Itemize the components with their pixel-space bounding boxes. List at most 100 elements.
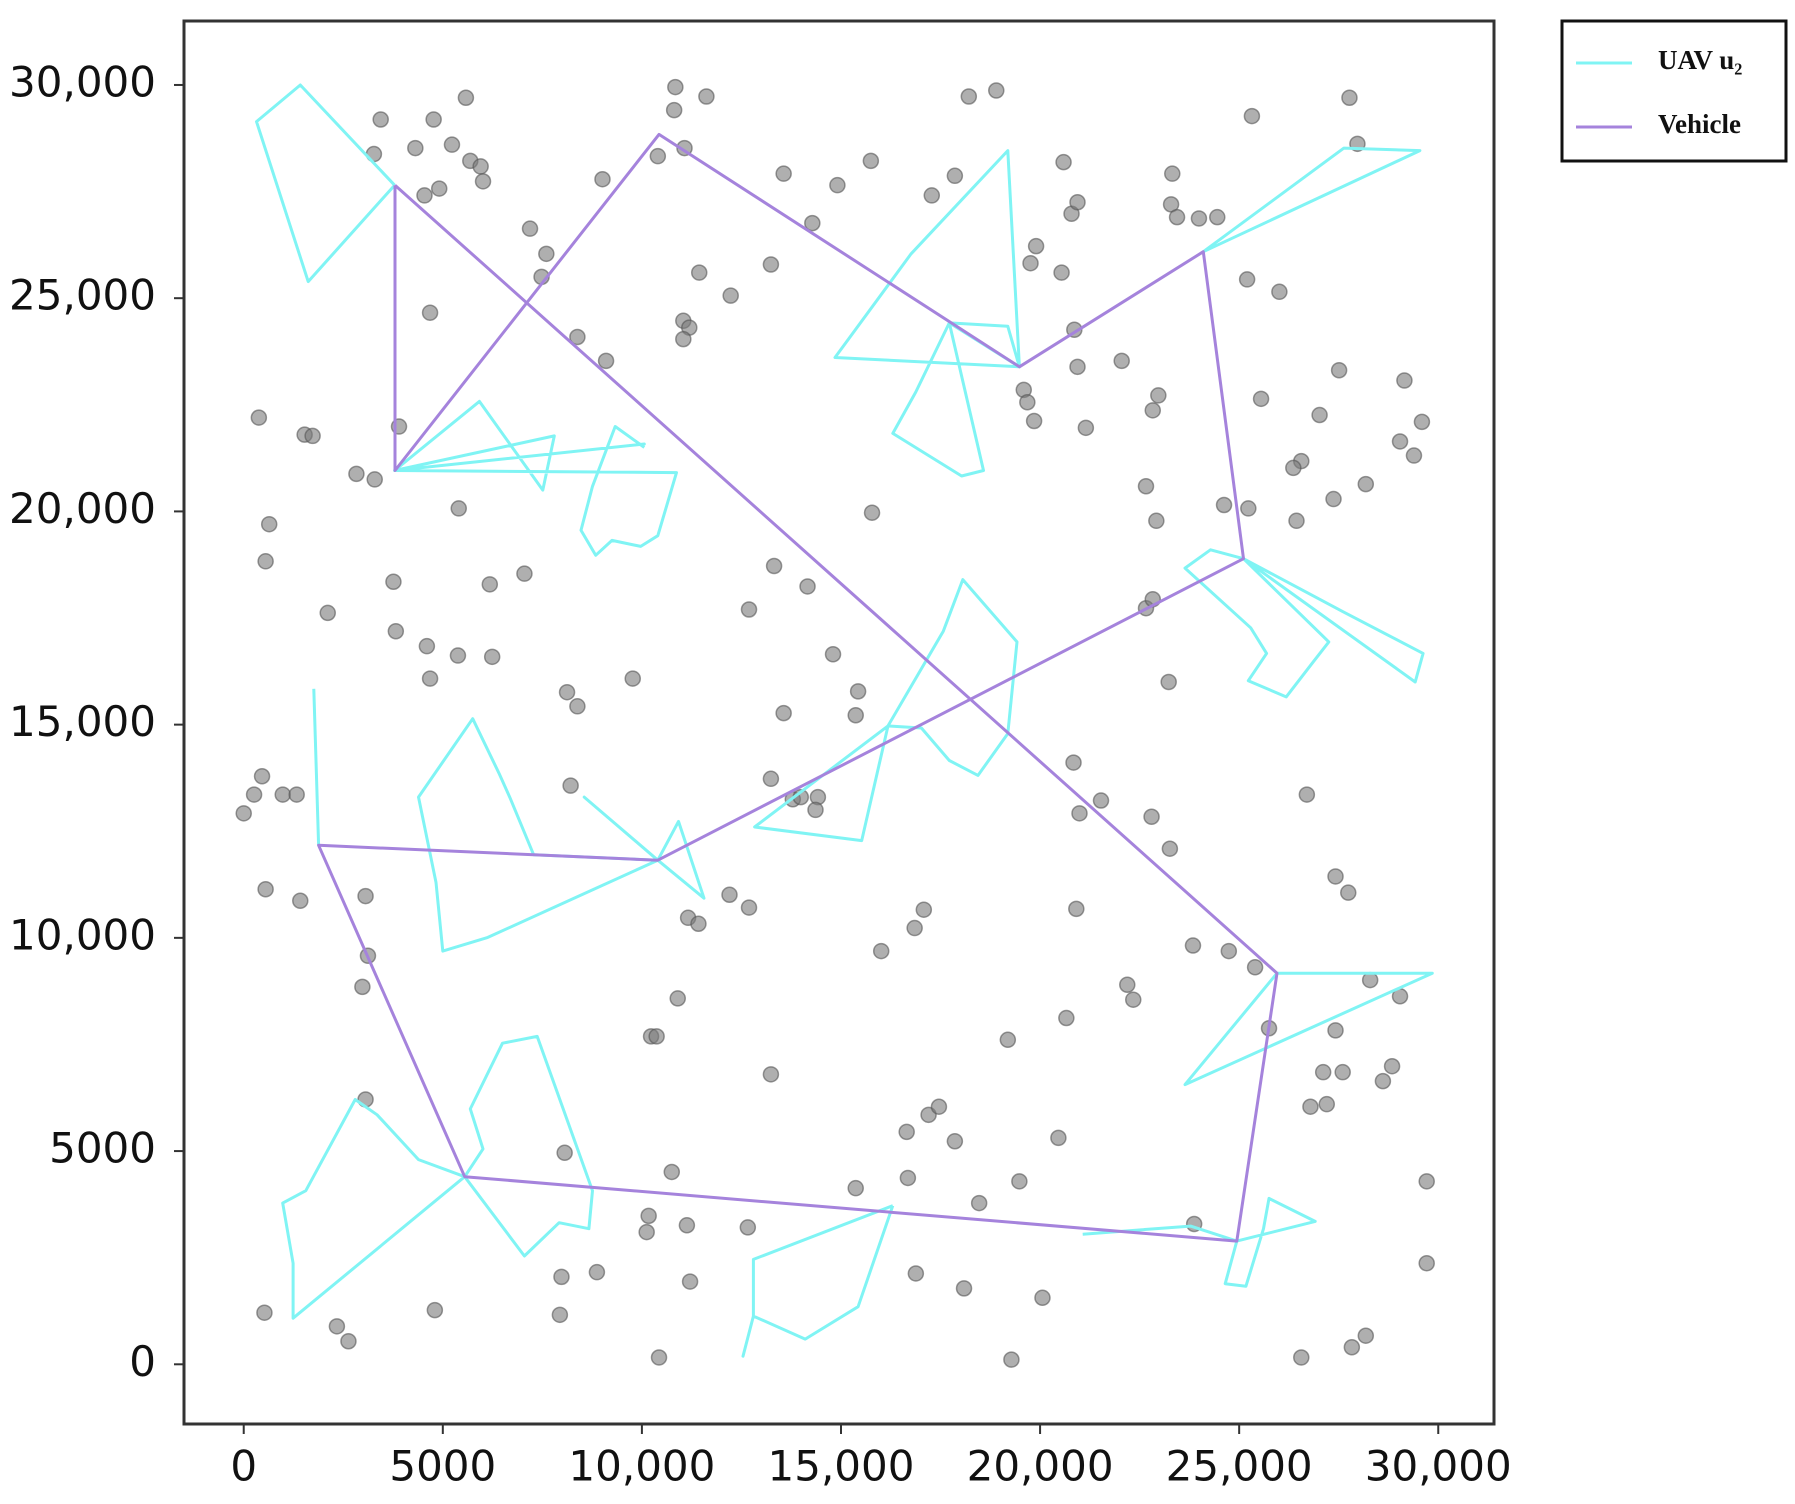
legend: UAV u₂ Vehicle [1560, 19, 1788, 163]
legend-label: Vehicle [1658, 109, 1741, 139]
customer-point [946, 167, 964, 185]
customer-point [292, 892, 309, 910]
y-tick-label: 5000 [49, 1124, 156, 1173]
y-tick-label: 30,000 [9, 57, 156, 106]
customer-point [1119, 976, 1136, 994]
customer-point [1288, 512, 1305, 530]
customer-point [357, 887, 374, 905]
customer-point [1340, 884, 1357, 901]
customer-point [1343, 1338, 1361, 1356]
customer-point [387, 622, 405, 640]
customer-point [443, 136, 461, 153]
customer-point [923, 187, 941, 204]
customer-point [521, 220, 539, 237]
customer-point [663, 1163, 681, 1181]
customer-point [1240, 500, 1257, 517]
customer-point [1150, 387, 1167, 404]
customer-point [257, 880, 274, 898]
customer-point [1238, 271, 1256, 288]
customer-point [1068, 900, 1085, 918]
customer-point [372, 111, 389, 128]
x-tick-label: 25,000 [1166, 1442, 1313, 1491]
customer-point [1143, 808, 1160, 825]
customer-point [319, 604, 336, 622]
customer-point [624, 670, 641, 687]
customer-point [1327, 868, 1344, 885]
customer-point [1160, 673, 1177, 691]
customer-point [421, 670, 439, 687]
customer-point [804, 214, 821, 232]
customer-point [1069, 193, 1086, 211]
customer-point [1184, 937, 1202, 954]
customer-point [366, 471, 383, 488]
customer-point [569, 698, 586, 715]
customer-point [1215, 496, 1233, 514]
customer-point [1327, 1022, 1344, 1039]
customer-point [558, 683, 576, 701]
customer-point [1190, 210, 1208, 227]
customer-point [1050, 1129, 1067, 1147]
y-tick-label: 25,000 [9, 271, 156, 320]
customer-point [649, 147, 667, 165]
customer-point [1357, 1327, 1375, 1344]
customer-point [1003, 1351, 1020, 1368]
customer-point [1334, 1063, 1351, 1081]
customer-point [1125, 991, 1142, 1008]
customer-point [1341, 89, 1358, 107]
customer-point [681, 1273, 699, 1290]
route-line [255, 83, 1434, 1358]
y-tick-label: 15,000 [9, 697, 156, 746]
y-tick-label: 10,000 [9, 910, 156, 959]
customer-point [1357, 475, 1375, 493]
x-tick-label: 5000 [389, 1442, 496, 1491]
customer-point [1025, 412, 1043, 430]
customer-point [421, 304, 439, 321]
customer-point [253, 767, 271, 785]
customer-point [1325, 490, 1342, 508]
customer-point [678, 1217, 696, 1234]
customer-point [425, 111, 442, 128]
plot-frame [182, 19, 1496, 1426]
customer-point [907, 1265, 925, 1282]
customer-point [449, 647, 467, 664]
customer-point [538, 245, 555, 263]
customer-point [1418, 1254, 1435, 1272]
customer-point [898, 1123, 915, 1141]
customer-point [1022, 254, 1039, 272]
customer-point [722, 287, 739, 304]
customer-point [762, 1066, 780, 1083]
customer-point [999, 1031, 1017, 1049]
legend-label: UAV u₂ [1658, 45, 1742, 75]
customer-point [1318, 1095, 1336, 1113]
customer-point [1413, 413, 1431, 431]
x-tick-label: 0 [230, 1442, 257, 1491]
customer-point [1330, 362, 1348, 379]
customer-point [872, 942, 890, 960]
customer-point [1383, 1057, 1401, 1075]
customer-point [762, 256, 780, 273]
customer-point [1053, 264, 1070, 281]
customer-point [650, 1349, 668, 1366]
customer-point [1148, 512, 1165, 530]
customer-point [765, 557, 783, 575]
customer-point [516, 565, 533, 582]
customer-point [348, 465, 365, 483]
customer-point [1361, 971, 1379, 989]
customer-point [690, 915, 707, 933]
customer-point [304, 427, 321, 445]
customer-point [1209, 208, 1226, 226]
customer-point [569, 328, 586, 346]
customer-point [551, 1306, 569, 1324]
customer-point [472, 158, 489, 175]
customer-point [847, 1179, 864, 1197]
customer-point [648, 1028, 665, 1045]
customer-point [1058, 1009, 1075, 1027]
customer-point [665, 101, 683, 119]
customer-point [775, 704, 792, 722]
customer-point [675, 330, 692, 348]
customer-point [483, 648, 501, 666]
customer-point [426, 1301, 444, 1319]
customer-point [1027, 237, 1045, 255]
customer-point [799, 578, 816, 595]
customer-point [235, 805, 252, 822]
